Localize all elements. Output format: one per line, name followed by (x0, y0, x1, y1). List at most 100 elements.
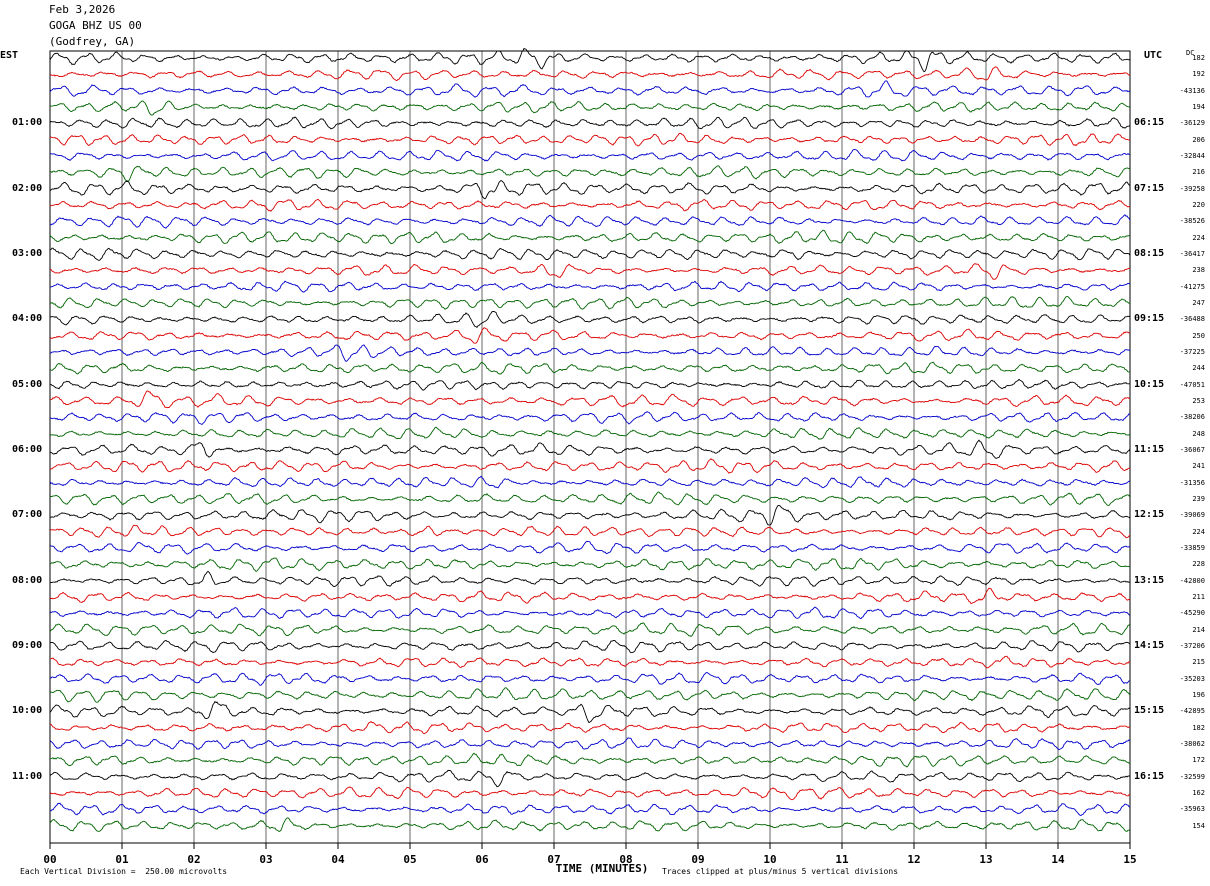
trace-line (49, 655, 1131, 669)
trace-line (49, 439, 1131, 459)
trace-offset-value: 220 (1192, 201, 1205, 209)
trace-offset-value: 241 (1192, 462, 1205, 471)
trace-offset-value: -39069 (1179, 511, 1205, 520)
trace-line (49, 132, 1130, 147)
trace-offset-value: 248 (1192, 429, 1205, 438)
trace-line (50, 262, 1130, 280)
x-tick-label: 11 (835, 853, 849, 866)
location-label: (Godfrey, GA) (49, 35, 136, 48)
trace-offset-value: 250 (1192, 331, 1205, 340)
trace-line (49, 344, 1131, 362)
trace-offset-value: -38062 (1179, 740, 1205, 748)
trace-line (49, 752, 1131, 768)
clip-note: Traces clipped at plus/minus 5 vertical … (662, 867, 899, 876)
trace-offset-value: -38526 (1179, 217, 1205, 226)
trace-offset-value: -35963 (1179, 805, 1205, 814)
trace-line (49, 411, 1131, 426)
utc-hour-label: 13:15 (1134, 574, 1165, 586)
trace-line (49, 475, 1131, 489)
trace-offset-value: 214 (1192, 625, 1205, 634)
x-tick-label: 06 (475, 853, 489, 866)
trace-offset-value: 211 (1192, 593, 1205, 601)
trace-line (49, 47, 1131, 73)
x-tick-label: 01 (115, 853, 129, 866)
trace-line (49, 700, 1131, 724)
trace-offset-value: 224 (1192, 233, 1205, 242)
trace-line (49, 817, 1131, 833)
trace-offset-value: -39258 (1179, 184, 1205, 193)
utc-hour-label: 16:15 (1134, 770, 1165, 782)
trace-line (49, 390, 1131, 409)
x-tick-label: 07 (547, 853, 561, 866)
x-axis-title: TIME (MINUTES) (555, 862, 649, 875)
trace-offset-value: 216 (1192, 168, 1205, 177)
trace-offset-value: 182 (1192, 723, 1205, 732)
trace-line (49, 296, 1131, 310)
trace-offset-value: 238 (1192, 266, 1205, 275)
x-tick-label: 14 (1051, 853, 1065, 866)
trace-offset-value: 196 (1192, 691, 1205, 699)
trace-offset-value: -36417 (1179, 250, 1205, 258)
trace-line (49, 458, 1131, 474)
trace-line (50, 361, 1131, 375)
trace-offset-value: 172 (1192, 756, 1205, 765)
trace-line (49, 165, 1131, 182)
utc-hour-label: 06:15 (1134, 117, 1165, 129)
scale-note: Each Vertical Division = 250.00 microvol… (20, 867, 228, 876)
utc-hour-label: 14:15 (1134, 640, 1165, 651)
trace-line (49, 769, 1131, 788)
x-tick-label: 08 (619, 853, 633, 866)
trace-line (49, 802, 1131, 816)
x-tick-label: 09 (691, 853, 705, 866)
trace-line (49, 540, 1131, 555)
trace-offset-value: 228 (1192, 560, 1205, 569)
trace-offset-value: 239 (1192, 495, 1205, 503)
x-tick-label: 02 (187, 853, 201, 866)
trace-offset-value: -33859 (1179, 544, 1205, 552)
trace-offset-value: -43136 (1179, 86, 1205, 95)
trace-offset-value: -45290 (1179, 609, 1205, 618)
trace-line (50, 149, 1131, 162)
trace-offset-value: -35203 (1179, 674, 1205, 683)
trace-offset-value: -42895 (1179, 707, 1205, 716)
est-axis-label: EST (0, 50, 19, 61)
station-label: GOGA BHZ US 00 (49, 19, 142, 32)
est-hour-label: 09:00 (12, 640, 43, 651)
utc-hour-label: 12:15 (1134, 509, 1165, 521)
trace-offset-value: -32599 (1179, 772, 1205, 781)
x-tick-label: 13 (979, 853, 993, 866)
x-tick-label: 15 (1123, 853, 1137, 866)
trace-line (49, 378, 1131, 391)
utc-hour-label: 10:15 (1134, 378, 1165, 390)
x-tick-label: 00 (43, 853, 57, 866)
est-hour-label: 07:00 (12, 509, 43, 521)
trace-offset-value: 206 (1192, 135, 1205, 144)
x-tick-label: 03 (259, 853, 273, 866)
trace-offset-value: -36488 (1179, 315, 1205, 324)
trace-offset-value: 182 (1192, 54, 1205, 62)
trace-line (49, 327, 1131, 344)
est-hour-label: 11:00 (12, 770, 43, 782)
est-hour-label: 06:00 (12, 444, 43, 455)
trace-offset-value: 154 (1192, 821, 1205, 830)
trace-line (49, 639, 1131, 654)
trace-line (49, 737, 1131, 751)
trace-line (49, 491, 1131, 506)
trace-offset-value: -37206 (1179, 642, 1205, 650)
trace-offset-value: -36129 (1179, 119, 1205, 128)
trace-offset-value: 244 (1192, 364, 1205, 373)
trace-offset-value: 162 (1192, 789, 1205, 797)
trace-line (49, 570, 1131, 588)
utc-axis-label: UTC (1144, 50, 1163, 61)
trace-line (49, 687, 1131, 703)
trace-line (49, 198, 1131, 212)
trace-offset-value: -41275 (1179, 282, 1205, 291)
x-tick-label: 12 (907, 853, 921, 866)
trace-line (49, 229, 1131, 245)
utc-hour-label: 15:15 (1134, 705, 1165, 717)
dc-label: DC (1186, 49, 1195, 57)
trace-line (49, 504, 1131, 526)
trace-line (49, 426, 1131, 440)
utc-hour-label: 07:15 (1134, 182, 1165, 194)
